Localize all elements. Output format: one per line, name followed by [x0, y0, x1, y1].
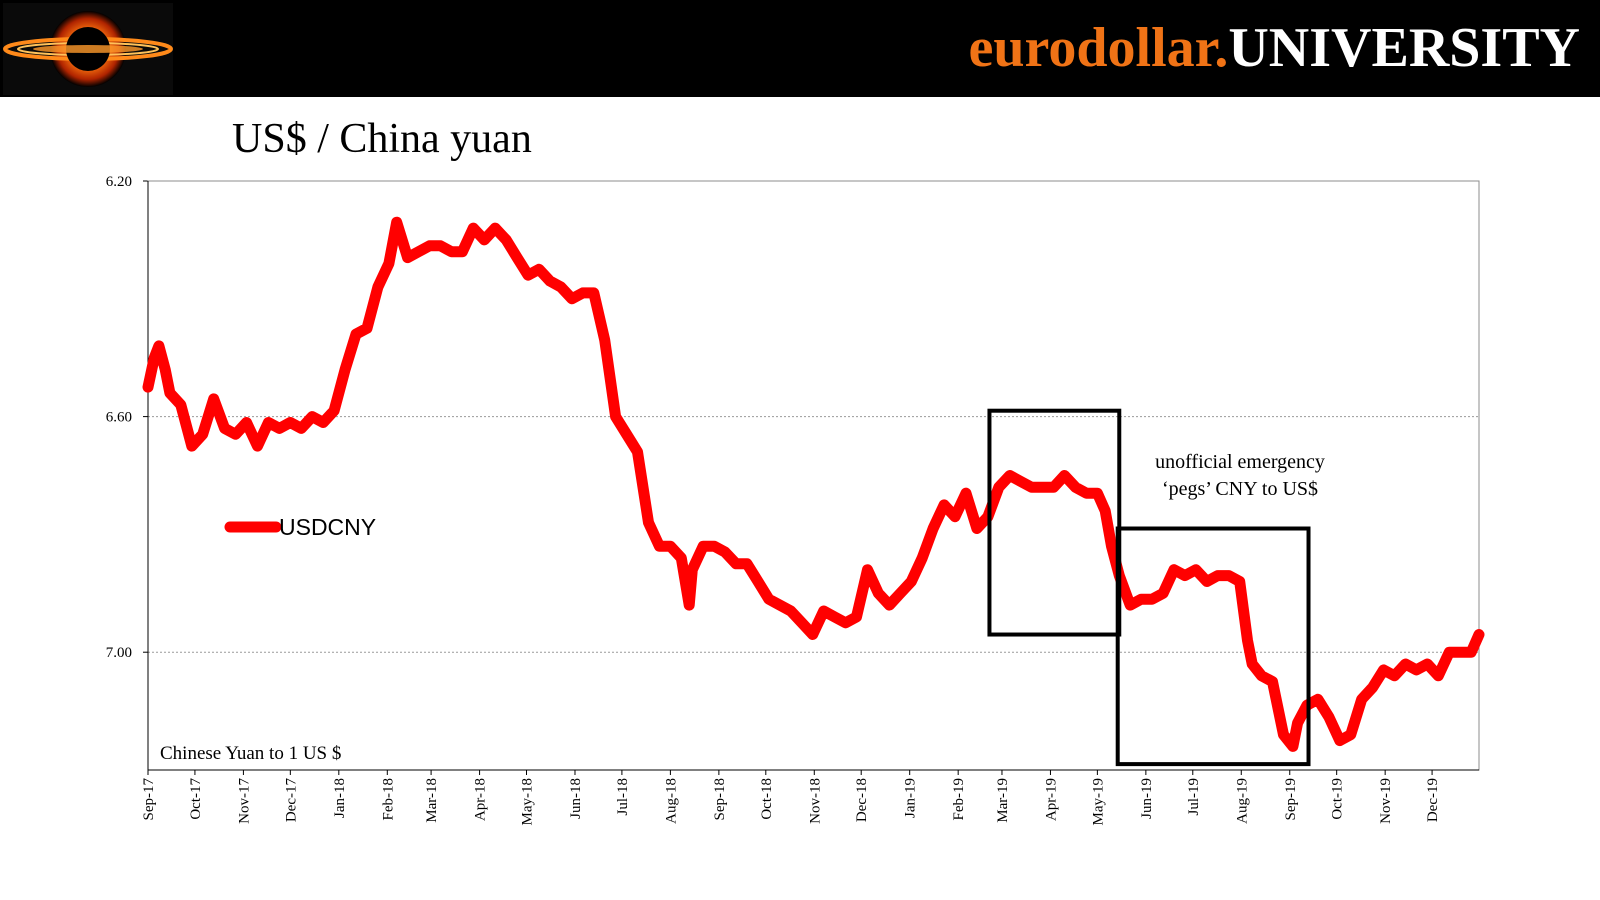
- chart-title: US$ / China yuan: [232, 116, 532, 162]
- header-bar: eurodollar.UNIVERSITY: [0, 0, 1600, 97]
- series-line-usdcny: [142, 216, 1485, 752]
- x-tick-label: Nov-19: [1378, 778, 1394, 824]
- y-tick-label: 6.20: [106, 174, 132, 190]
- brand-part-eurodollar: eurodollar.: [968, 17, 1229, 79]
- x-tick-label: Mar-18: [424, 778, 440, 823]
- annotation-text: unofficial emergency: [1155, 451, 1325, 473]
- x-tick-label: Jul-19: [1186, 778, 1202, 816]
- x-tick-label: Aug-19: [1234, 778, 1250, 824]
- x-tick-label: Oct-19: [1330, 778, 1346, 820]
- black-hole-icon: [3, 3, 173, 95]
- x-tick-label: Dec-18: [854, 778, 870, 822]
- x-tick-label: May-18: [519, 778, 535, 826]
- brand-title: eurodollar.UNIVERSITY: [969, 12, 1580, 84]
- y-tick-label: 6.60: [106, 410, 132, 426]
- chart-note: Chinese Yuan to 1 US $: [160, 743, 341, 764]
- annotation-box-1: [987, 408, 1122, 637]
- annotation-text: ‘pegs’ CNY to US$: [1162, 478, 1318, 500]
- x-tick-label: Apr-19: [1043, 778, 1059, 821]
- x-tick-label: Dec-17: [283, 778, 299, 823]
- y-tick-label: 7.00: [106, 645, 132, 661]
- x-tick-label: May-19: [1090, 778, 1106, 826]
- x-tick-label: Jun-18: [568, 778, 584, 819]
- x-tick-label: Mar-19: [995, 778, 1011, 823]
- x-tick-label: Oct-17: [188, 778, 204, 820]
- x-tick-label: Dec-19: [1425, 778, 1441, 822]
- x-tick-label: Feb-19: [951, 778, 967, 821]
- x-tick-label: Sep-18: [712, 778, 728, 821]
- x-tick-label: Nov-18: [807, 778, 823, 824]
- x-tick-label: Sep-19: [1283, 778, 1299, 821]
- x-tick-label: Feb-18: [380, 778, 396, 821]
- x-tick-label: Jun-19: [1139, 778, 1155, 819]
- brand-part-university: UNIVERSITY: [1228, 17, 1580, 79]
- x-tick-label: Jul-18: [615, 778, 631, 816]
- annotation-box-2: [1115, 526, 1311, 767]
- x-tick-label: Jan-18: [332, 778, 348, 818]
- plot-area: [147, 180, 1480, 771]
- x-tick-label: Aug-18: [663, 778, 679, 824]
- x-tick-label: Oct-18: [759, 778, 775, 820]
- x-tick-label: Sep-17: [141, 778, 157, 821]
- legend-label: USDCNY: [279, 514, 376, 540]
- x-tick-label: Nov-17: [236, 778, 252, 824]
- x-tick-label: Jan-19: [903, 778, 919, 818]
- x-tick-label: Apr-18: [473, 778, 489, 821]
